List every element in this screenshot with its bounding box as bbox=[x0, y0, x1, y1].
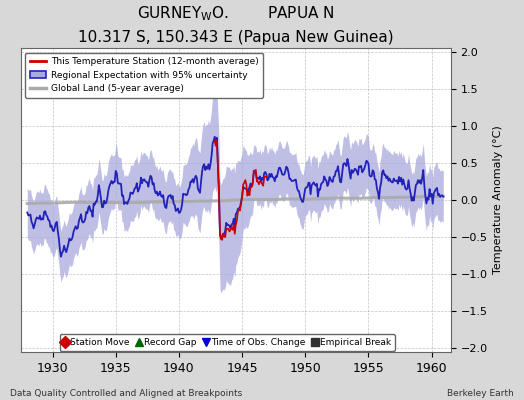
Text: Berkeley Earth: Berkeley Earth bbox=[447, 389, 514, 398]
Legend: Station Move, Record Gap, Time of Obs. Change, Empirical Break: Station Move, Record Gap, Time of Obs. C… bbox=[60, 334, 395, 350]
Y-axis label: Temperature Anomaly (°C): Temperature Anomaly (°C) bbox=[493, 126, 503, 274]
Title: GURNEY$_\mathregular{W}$O.        PAPUA N
10.317 S, 150.343 E (Papua New Guinea): GURNEY$_\mathregular{W}$O. PAPUA N 10.31… bbox=[78, 4, 394, 46]
Text: Data Quality Controlled and Aligned at Breakpoints: Data Quality Controlled and Aligned at B… bbox=[10, 389, 243, 398]
